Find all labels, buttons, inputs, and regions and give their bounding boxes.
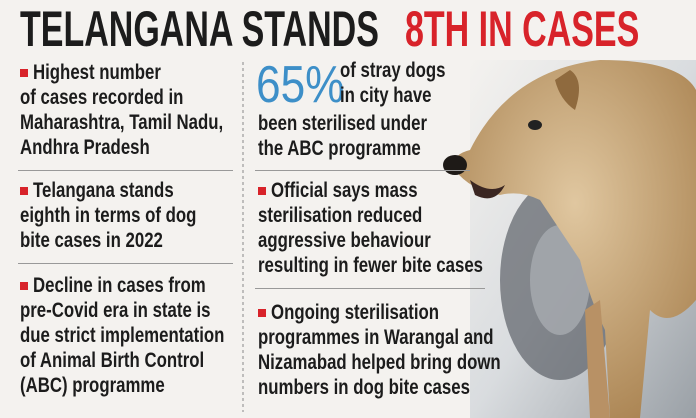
bullet-text: Decline in cases from xyxy=(33,274,206,297)
bullet-text: Nizamabad helped bring down xyxy=(258,351,501,374)
separator xyxy=(255,170,470,171)
dog-mouth xyxy=(470,180,505,199)
dog-eye xyxy=(528,120,542,130)
dog-ear xyxy=(555,70,579,110)
bullet-text: pre-Covid era in state is xyxy=(20,299,211,322)
bullet xyxy=(20,69,28,77)
bullet xyxy=(20,187,28,195)
separator xyxy=(18,170,233,171)
bullet xyxy=(258,309,266,317)
bullet-text: Telangana stands xyxy=(33,179,174,202)
bullet-text: numbers in dog bite cases xyxy=(258,376,470,399)
bullet-text: aggressive behaviour xyxy=(258,229,431,252)
bullet-text: Highest number xyxy=(33,61,161,84)
bullet-text: of Animal Birth Control xyxy=(20,349,205,372)
title-black: TELANGANA STANDS xyxy=(20,1,379,57)
separator xyxy=(255,288,485,289)
bullet-text: eighth in terms of dog xyxy=(20,204,197,227)
bullet-text: programmes in Warangal and xyxy=(258,326,494,349)
dog-leg xyxy=(585,300,610,418)
dog-nose xyxy=(443,155,467,175)
stat-value: 65% xyxy=(256,56,345,114)
stat-text: been sterilised under xyxy=(258,112,427,135)
bullet-text: Andhra Pradesh xyxy=(20,136,150,159)
bullet-text: Official says mass xyxy=(271,179,418,202)
bullet-text: of cases recorded in xyxy=(20,86,184,109)
stat-text: of stray dogs xyxy=(340,59,446,82)
bullet-text: Maharashtra, Tamil Nadu, xyxy=(20,111,224,134)
bullet-text: bite cases in 2022 xyxy=(20,229,163,252)
bullet xyxy=(20,282,28,290)
stat-text: in city have xyxy=(340,84,432,107)
dog-body xyxy=(454,60,696,418)
bullet-text: sterilisation reduced xyxy=(258,204,423,227)
bullet-text: due strict implementation xyxy=(20,324,225,347)
stat-text: the ABC programme xyxy=(258,137,421,160)
separator xyxy=(18,263,233,264)
bullet xyxy=(258,187,266,195)
bullet-text: resulting in fewer bite cases xyxy=(258,254,484,277)
title-red: 8TH IN CASES xyxy=(405,1,640,57)
bullet-text: Ongoing sterilisation xyxy=(271,301,440,324)
bullet-text: (ABC) programme xyxy=(20,374,165,397)
